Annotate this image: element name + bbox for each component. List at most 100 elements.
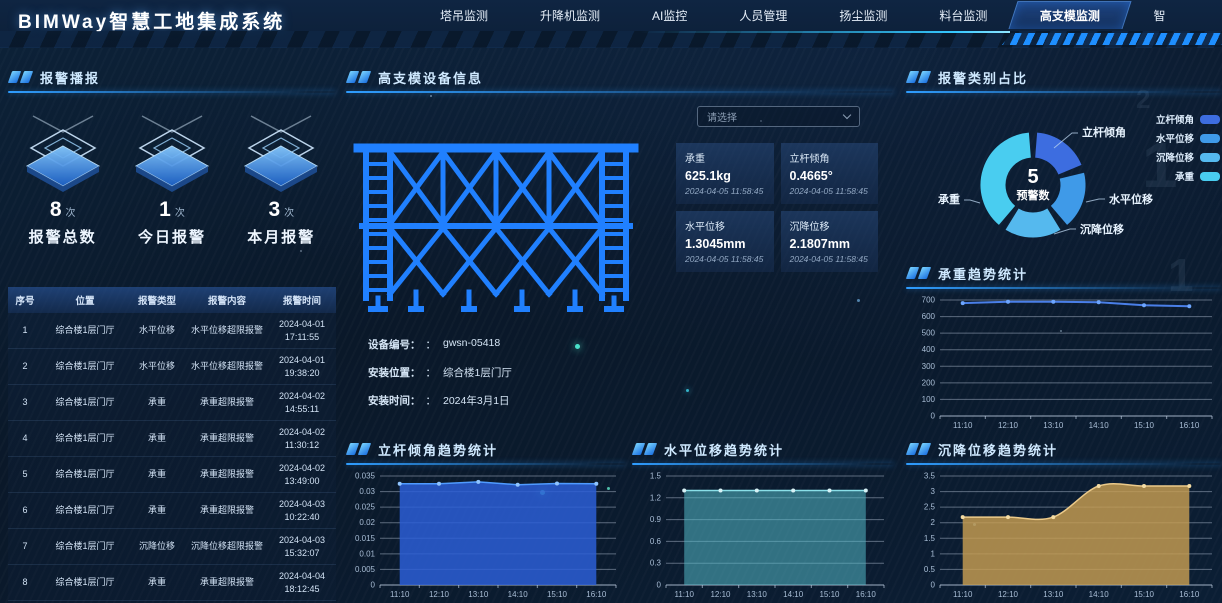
table-row: 2 综合楼1层门厅 水平位移 水平位移超限报警 2024-04-01 19:38:20: [8, 349, 336, 385]
legend-swatch: [1200, 114, 1220, 124]
svg-text:12:10: 12:10: [998, 590, 1019, 599]
svg-text:11:10: 11:10: [390, 590, 410, 599]
tilt-trend-chart: 0 0.005 0.01 0.015 0.02 0.025 0.03 0.035 11:10 12…: [355, 472, 617, 599]
device-id-row: 设备编号： ： gwsn-05418: [368, 337, 501, 351]
alarm-table-body: 1 综合楼1层门厅 水平位移 水平位移超限报警 2024-04-01 17:11:55 2…: [8, 313, 336, 601]
particle: [300, 250, 302, 252]
svg-text:0: 0: [371, 581, 376, 590]
metric-value: 0.4665°: [789, 169, 833, 183]
svg-text:2.5: 2.5: [924, 503, 936, 512]
legend-swatch: [1200, 152, 1220, 162]
donut-center-label: 预警数: [1017, 188, 1051, 202]
svg-text:0.9: 0.9: [650, 515, 662, 524]
chevron-down-icon: [842, 110, 852, 120]
svg-text:100: 100: [922, 395, 936, 404]
tab-personnel-management[interactable]: 人员管理: [739, 8, 788, 23]
legend-item[interactable]: 承重: [1156, 169, 1220, 183]
tab-ai-monitoring[interactable]: AI监控: [652, 8, 688, 23]
svg-text:1.5: 1.5: [650, 472, 662, 481]
svg-text:400: 400: [922, 345, 936, 354]
particle: [430, 95, 432, 97]
metric-timestamp: 2024-04-05 11:58:45: [789, 186, 868, 196]
svg-text:15:10: 15:10: [1134, 590, 1155, 599]
horizontal-displacement-trend-chart: 0 0.3 0.6 0.9 1.2 1.5 11:10 12:10 13:10 14:10 15:1…: [650, 472, 885, 599]
svg-text:14:10: 14:10: [783, 590, 804, 599]
callout-horizontal: 水平位移: [1109, 192, 1153, 206]
stat-unit: 次: [174, 208, 185, 219]
panel-header: 水平位移趋势统计: [631, 438, 894, 460]
svg-text:0.025: 0.025: [355, 503, 376, 512]
legend-swatch: [1200, 133, 1220, 143]
svg-text:12:10: 12:10: [429, 590, 450, 599]
metric-cards: 承重 625.1kg 2024-04-05 11:58:45 立杆倾角 0.46…: [676, 143, 878, 272]
device-info: 设备编号： ： gwsn-05418 安装位置： ： 综合楼1层门厅 安装时间：…: [368, 337, 512, 421]
svg-text:13:10: 13:10: [468, 590, 489, 599]
header-dashes-decor: [1002, 33, 1222, 45]
svg-text:3.5: 3.5: [924, 472, 936, 481]
svg-text:0.015: 0.015: [355, 534, 376, 543]
panel-slashes-icon: [7, 71, 34, 83]
panel-title: 报警播报: [40, 70, 101, 86]
alarm-table-header: 序号 位置 报警类型 报警内容 报警时间: [8, 287, 336, 313]
metric-timestamp: 2024-04-05 11:58:45: [685, 254, 764, 264]
panel-slashes-icon: [631, 443, 658, 455]
svg-text:16:10: 16:10: [1179, 590, 1200, 599]
svg-text:11:10: 11:10: [953, 421, 973, 430]
svg-text:1: 1: [931, 549, 936, 558]
panel-slashes-icon: [345, 443, 372, 455]
legend-item[interactable]: 水平位移: [1156, 131, 1220, 145]
panel-title: 报警类别占比: [938, 70, 1029, 86]
particle: [575, 344, 580, 349]
panel-slashes-icon: [905, 443, 932, 455]
install-location-row: 安装位置： ： 综合楼1层门厅: [368, 367, 512, 379]
panel-underline: [346, 91, 894, 93]
legend-item[interactable]: 沉降位移: [1156, 150, 1220, 164]
metric-value: 1.3045mm: [685, 237, 746, 251]
layers-icon: [25, 115, 100, 192]
particle: [857, 299, 860, 302]
donut-legend: 立杆倾角水平位移沉降位移承重: [1156, 112, 1220, 188]
app-title: BIMWay智慧工地集成系统: [18, 12, 286, 33]
high-formwork-device-panel: 高支模设备信息 请选择: [345, 66, 894, 432]
stat-unit: 次: [65, 208, 76, 219]
tab-material-platform-monitoring[interactable]: 料台监测: [939, 8, 988, 23]
metric-card-load: 承重 625.1kg 2024-04-05 11:58:45: [676, 143, 774, 204]
svg-text:15:10: 15:10: [1134, 421, 1155, 430]
panel-underline: [346, 463, 626, 465]
tab-dust-monitoring[interactable]: 扬尘监测: [839, 8, 888, 23]
svg-text:14:10: 14:10: [1089, 590, 1110, 599]
tab-high-formwork-monitoring[interactable]: 高支模监测: [1008, 1, 1132, 29]
panel-underline: [906, 287, 1222, 289]
svg-text:1.5: 1.5: [924, 534, 936, 543]
svg-text:14:10: 14:10: [1089, 421, 1110, 430]
legend-item[interactable]: 立杆倾角: [1156, 112, 1220, 126]
tab-tower-crane-monitoring[interactable]: 塔吊监测: [440, 8, 489, 23]
svg-text:3: 3: [931, 487, 936, 496]
tab-partial[interactable]: 智: [1153, 8, 1166, 23]
svg-text:15:10: 15:10: [547, 590, 568, 599]
svg-text:0: 0: [931, 412, 936, 421]
metric-timestamp: 2024-04-05 11:58:45: [685, 186, 764, 196]
tab-hoist-monitoring[interactable]: 升降机监测: [540, 8, 601, 23]
table-row: 8 综合楼1层门厅 承重 承重超限报警 2024-04-04 18:12:45: [8, 565, 336, 601]
device-select[interactable]: 请选择: [697, 106, 860, 127]
legend-swatch: [1200, 171, 1220, 181]
svg-text:0: 0: [657, 581, 662, 590]
alarm-category-panel: 报警类别占比 立杆倾角 水平位移 沉降位移 承重 5 预警数 立杆倾角 水平位移 沉降…: [905, 66, 1222, 260]
svg-text:1.2: 1.2: [650, 493, 662, 502]
layers-icon: [134, 115, 209, 192]
svg-text:0: 0: [931, 581, 936, 590]
panel-header: 沉降位移趋势统计: [905, 438, 1222, 460]
stat-label: 报警总数: [28, 229, 97, 246]
panel-header: 立杆倾角趋势统计: [345, 438, 626, 460]
metric-timestamp: 2024-04-05 11:58:45: [789, 254, 868, 264]
stat-value: 8: [49, 198, 62, 221]
layers-icon: [244, 115, 319, 192]
svg-text:15:10: 15:10: [819, 590, 840, 599]
stat-value: 3: [268, 198, 281, 221]
table-row: 6 综合楼1层门厅 承重 承重超限报警 2024-04-03 10:22:40: [8, 493, 336, 529]
svg-text:14:10: 14:10: [508, 590, 529, 599]
